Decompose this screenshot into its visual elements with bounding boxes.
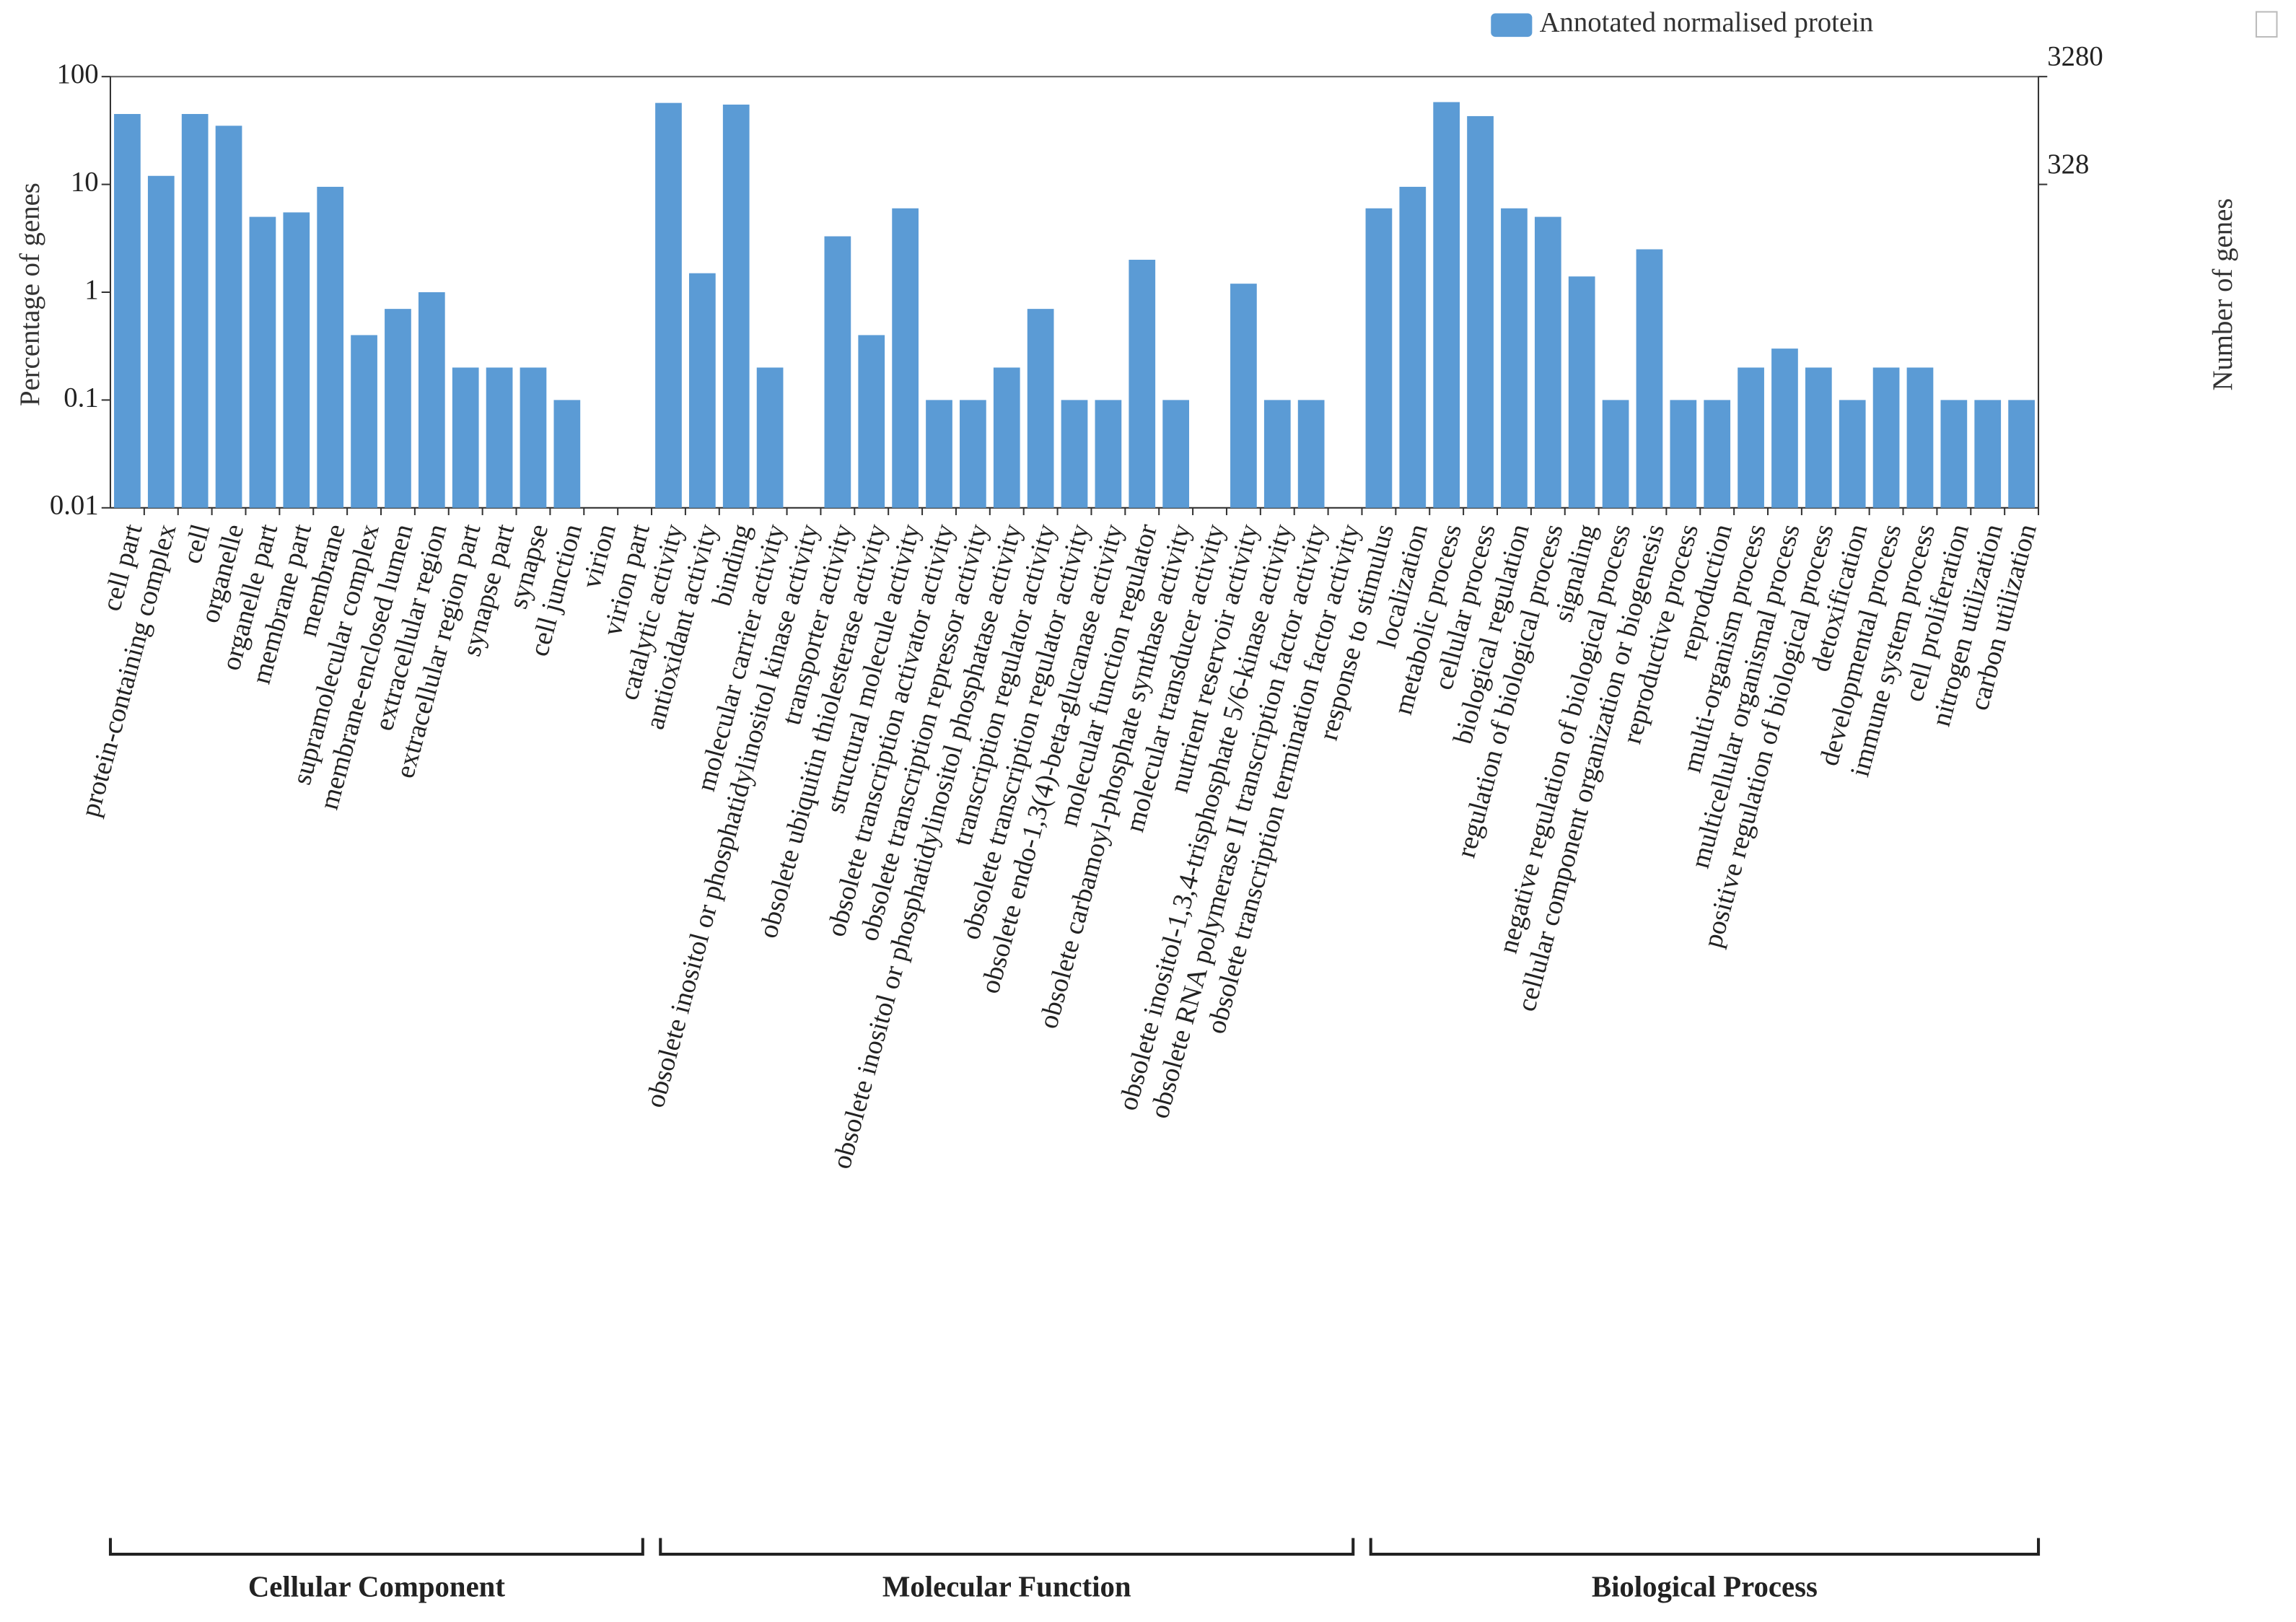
bar <box>926 400 952 508</box>
bar <box>283 212 310 508</box>
bar <box>351 335 377 508</box>
bar <box>756 367 784 508</box>
y-axis-title: Percentage of genes <box>14 183 45 406</box>
bar <box>1738 367 1764 508</box>
bar <box>722 104 750 508</box>
bar <box>147 175 175 508</box>
bar <box>418 291 445 508</box>
bar <box>1263 400 1291 508</box>
bar <box>1399 186 1427 508</box>
legend-label: Annotated normalised protein <box>1540 7 1874 38</box>
bar <box>249 216 276 508</box>
bar <box>1534 216 1561 508</box>
bar <box>114 113 141 508</box>
bar <box>1771 348 1798 508</box>
bar <box>655 102 682 508</box>
bar <box>1129 260 1156 508</box>
y2-axis-title: Number of genes <box>2207 198 2238 391</box>
y-tick-label: 0.1 <box>63 382 98 413</box>
y-tick-label: 10 <box>71 166 99 197</box>
bar <box>452 367 479 508</box>
bar <box>486 367 513 508</box>
bar <box>1839 400 1866 508</box>
y-tick-label: 0.01 <box>50 490 99 521</box>
bar <box>858 335 885 508</box>
bar <box>1501 208 1528 508</box>
export-icon[interactable] <box>2255 11 2278 38</box>
bar <box>1906 367 1934 508</box>
bar <box>1467 115 1494 508</box>
bar <box>824 236 851 508</box>
bar <box>1940 400 1968 508</box>
bar <box>1027 309 1054 508</box>
bar <box>2008 400 2035 508</box>
y-tick-label: 100 <box>57 58 99 89</box>
bar <box>317 186 344 508</box>
group-bracket <box>108 1538 644 1556</box>
bar <box>1568 276 1595 508</box>
bar <box>688 273 716 508</box>
bar <box>1162 400 1190 508</box>
bar <box>892 208 919 508</box>
group-bracket <box>659 1538 1355 1556</box>
bar <box>1974 400 2002 508</box>
bar <box>1433 102 1460 508</box>
bar <box>1297 400 1325 508</box>
bar <box>553 400 581 508</box>
bar <box>1704 400 1731 508</box>
bar <box>993 367 1020 508</box>
bar <box>1365 208 1393 508</box>
legend-swatch <box>1491 13 1533 38</box>
group-bracket <box>1369 1538 2041 1556</box>
bar <box>1636 249 1663 508</box>
bar <box>1670 400 1697 508</box>
bar <box>181 113 209 508</box>
y-tick-label: 1 <box>84 274 98 305</box>
bar <box>520 367 547 508</box>
y2-tick-label: 328 <box>2047 149 2089 180</box>
bar <box>960 400 986 508</box>
group-label: Biological Process <box>1592 1570 1818 1603</box>
bar <box>1230 284 1257 508</box>
y2-tick-label: 3280 <box>2047 41 2103 72</box>
bar <box>1095 400 1122 508</box>
bar <box>215 126 242 508</box>
bar <box>1061 400 1088 508</box>
group-label: Cellular Component <box>248 1570 506 1603</box>
group-label: Molecular Function <box>882 1570 1131 1603</box>
bar <box>1805 367 1832 508</box>
bar <box>1602 400 1629 508</box>
bar <box>385 309 411 508</box>
bar <box>1872 367 1900 508</box>
